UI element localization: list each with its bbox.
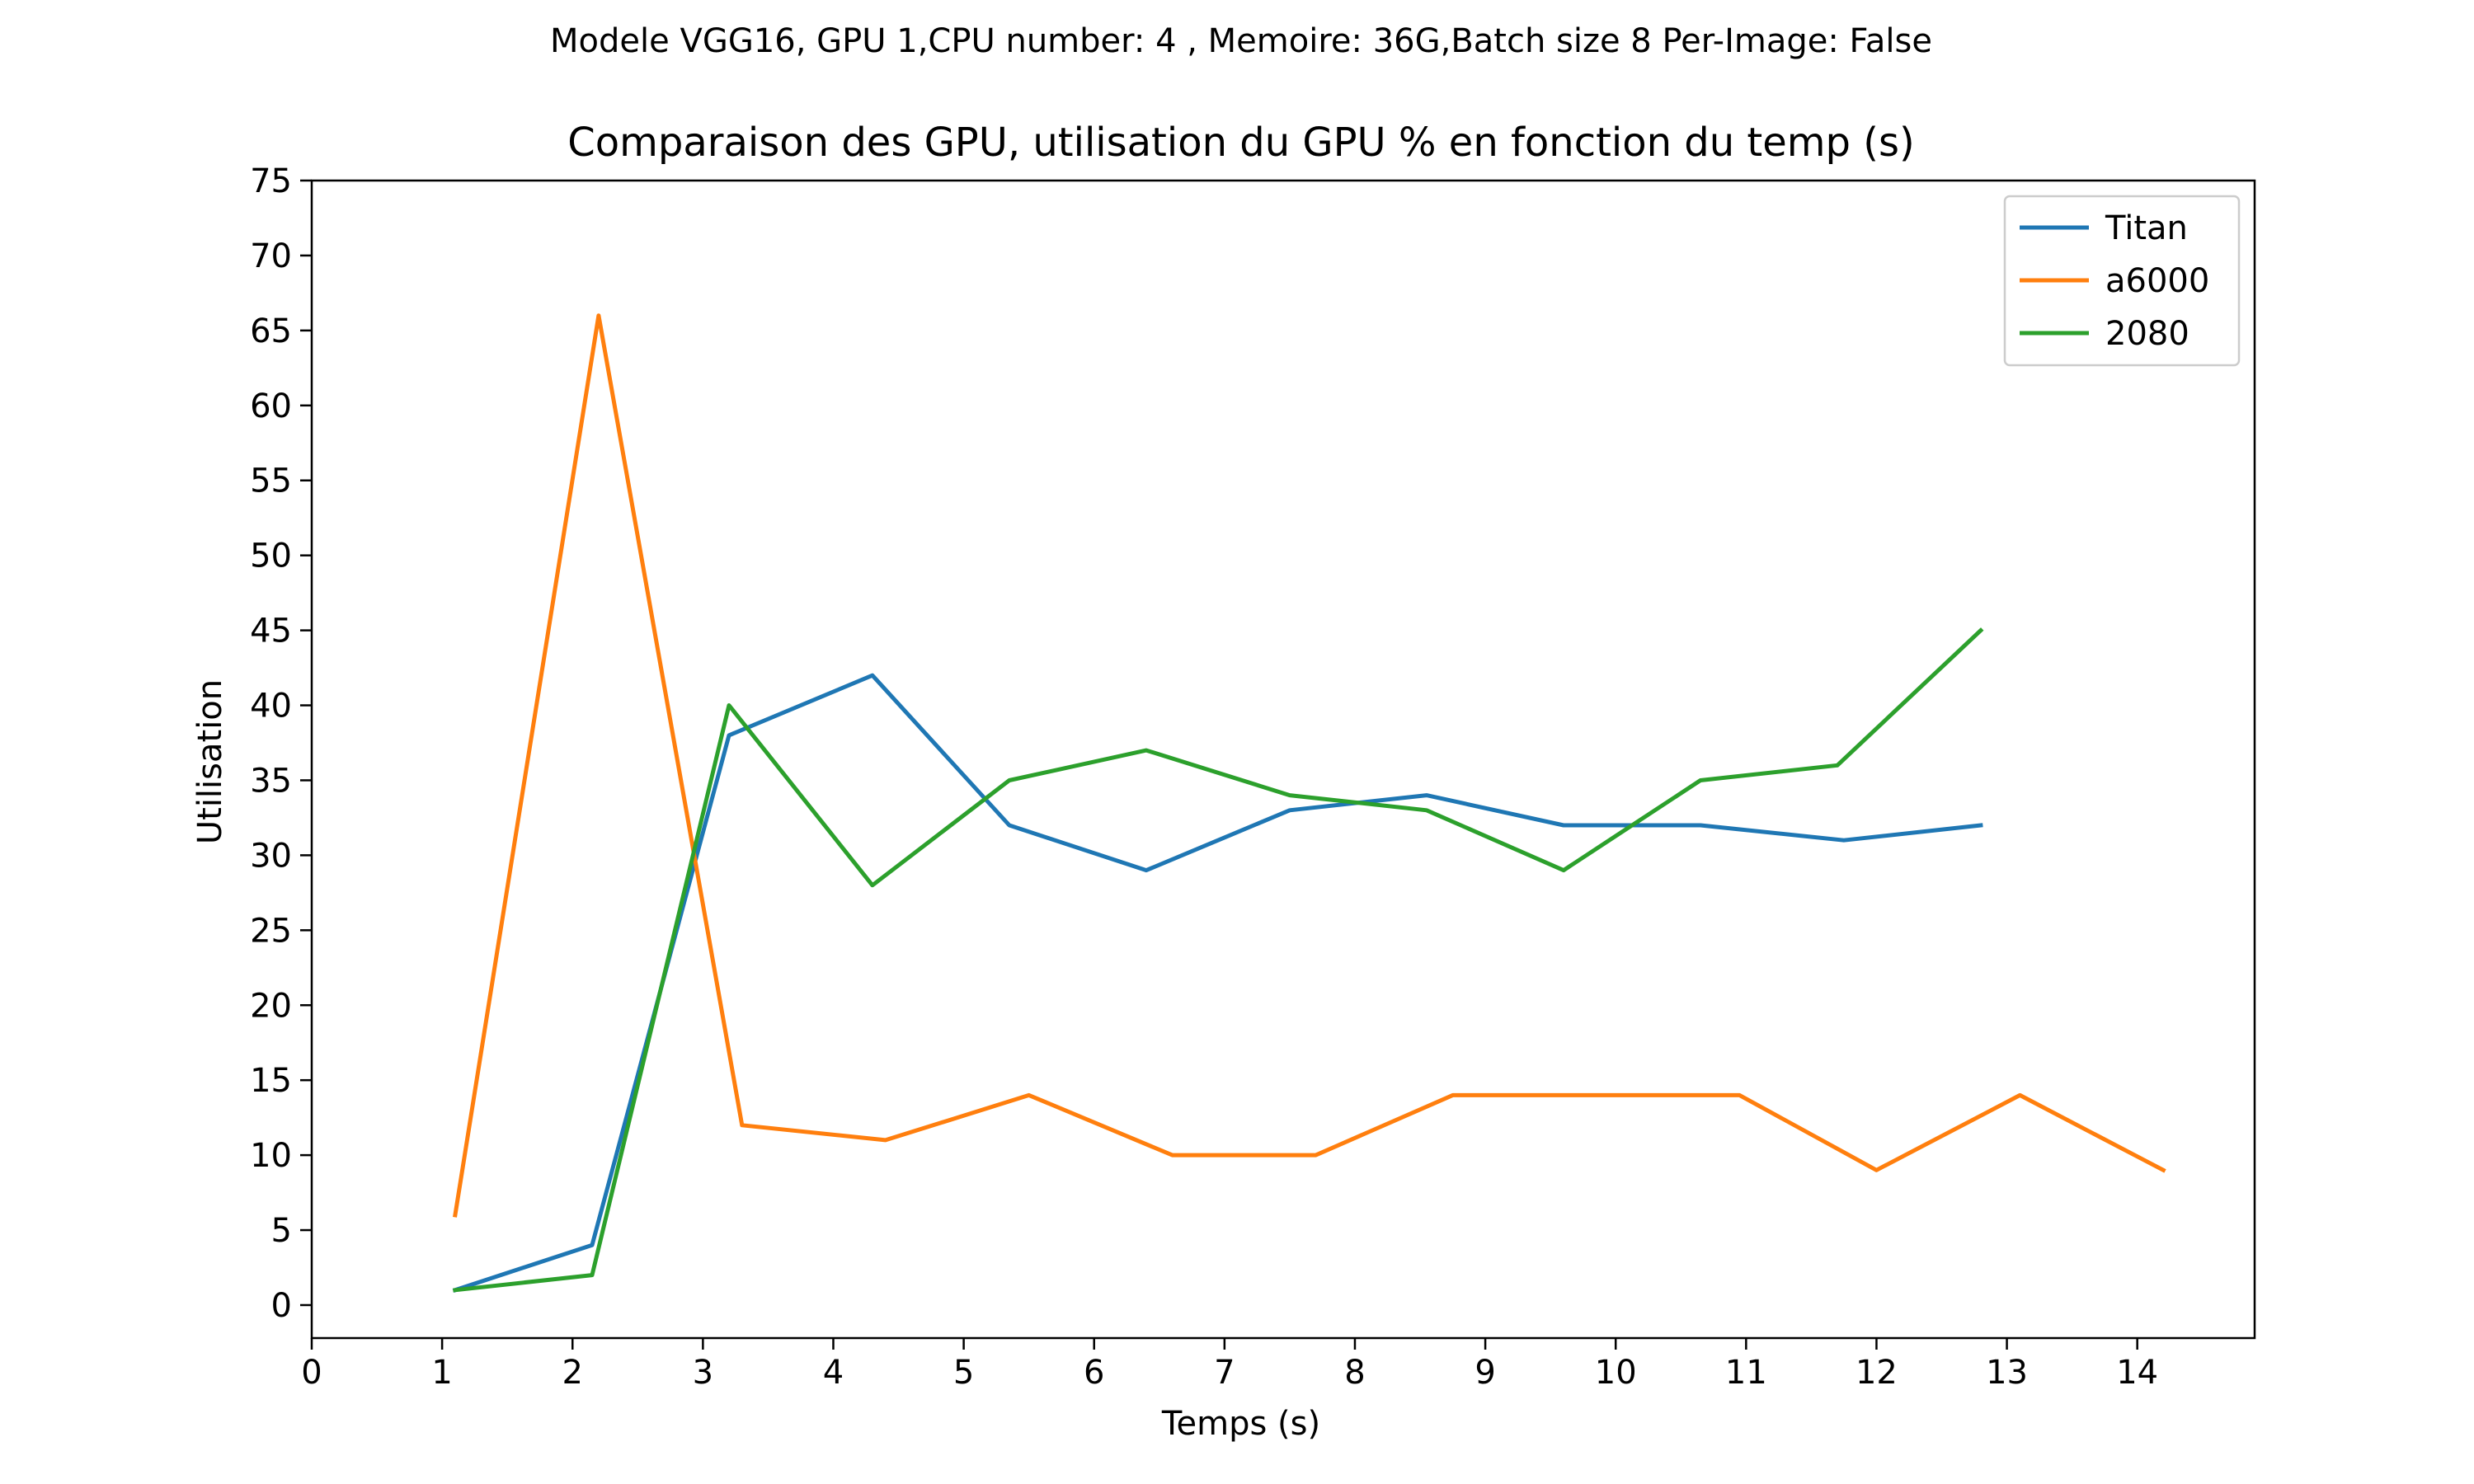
x-tick-label: 1 [431,1354,452,1392]
x-tick-label: 5 [953,1354,974,1392]
y-tick-label: 15 [250,1062,292,1100]
y-axis-label: Utilisation [191,679,229,844]
chart-suptitle: Modele VGG16, GPU 1,CPU number: 4 , Memo… [550,22,1932,60]
x-tick-label: 12 [1856,1354,1898,1392]
x-tick-label: 8 [1344,1354,1365,1392]
x-tick-label: 0 [301,1354,322,1392]
x-tick-label: 3 [693,1354,713,1392]
y-tick-label: 5 [271,1212,292,1250]
legend-label: a6000 [2105,262,2209,300]
y-tick-label: 25 [250,912,292,950]
x-tick-label: 11 [1725,1354,1767,1392]
y-tick-label: 60 [250,387,292,425]
x-tick-label: 2 [562,1354,583,1392]
chart-title: Comparaison des GPU, utilisation du GPU … [567,120,1914,166]
y-tick-label: 50 [250,538,292,575]
y-tick-label: 30 [250,837,292,875]
x-tick-label: 4 [823,1354,844,1392]
x-tick-label: 10 [1595,1354,1637,1392]
series-line-Titan [452,673,1983,1293]
plot-frame [310,179,2256,1340]
x-tick-label: 6 [1084,1354,1104,1392]
legend-label: Titan [2105,209,2188,247]
axis-ticks: 0 1 2 3 4 5 6 7 8 9 10 11 12 13 1405101520253035404550… [250,162,2158,1392]
y-tick-label: 45 [250,613,292,650]
y-tick-label: 10 [250,1137,292,1175]
x-tick-label: 13 [1986,1354,2028,1392]
legend: Titan a6000 2080 [2003,195,2241,367]
y-tick-label: 75 [250,162,292,200]
x-tick-label: 14 [2116,1354,2158,1392]
series-lines [452,313,2166,1293]
legend-label: 2080 [2105,315,2189,353]
series-line-a6000 [453,313,2166,1218]
legend-box [2003,195,2241,367]
y-tick-label: 65 [250,312,292,350]
y-tick-label: 0 [271,1287,292,1325]
x-tick-label: 7 [1214,1354,1235,1392]
series-line-2080 [453,627,1984,1293]
y-tick-label: 55 [250,463,292,500]
y-tick-label: 35 [250,762,292,800]
y-tick-label: 20 [250,987,292,1025]
y-tick-label: 70 [250,237,292,275]
y-tick-label: 40 [250,688,292,726]
x-tick-label: 9 [1475,1354,1495,1392]
x-axis-label: Temps (s) [1161,1405,1320,1443]
